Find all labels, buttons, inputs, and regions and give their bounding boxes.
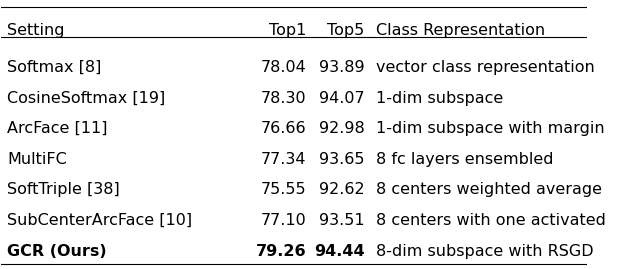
Text: CosineSoftmax [19]: CosineSoftmax [19] (7, 91, 166, 105)
Text: 94.44: 94.44 (314, 244, 365, 259)
Text: 77.10: 77.10 (260, 213, 306, 228)
Text: Class Representation: Class Representation (376, 23, 545, 38)
Text: ArcFace [11]: ArcFace [11] (7, 121, 108, 136)
Text: 1-dim subspace with margin: 1-dim subspace with margin (376, 121, 605, 136)
Text: 75.55: 75.55 (260, 182, 306, 197)
Text: 77.34: 77.34 (260, 152, 306, 167)
Text: SubCenterArcFace [10]: SubCenterArcFace [10] (7, 213, 193, 228)
Text: Top1: Top1 (269, 23, 306, 38)
Text: 76.66: 76.66 (260, 121, 306, 136)
Text: 93.65: 93.65 (319, 152, 365, 167)
Text: MultiFC: MultiFC (7, 152, 67, 167)
Text: GCR (Ours): GCR (Ours) (7, 244, 107, 259)
Text: 8 centers weighted average: 8 centers weighted average (376, 182, 602, 197)
Text: Softmax [8]: Softmax [8] (7, 60, 102, 75)
Text: 78.04: 78.04 (260, 60, 306, 75)
Text: SoftTriple [38]: SoftTriple [38] (7, 182, 120, 197)
Text: 8-dim subspace with RSGD: 8-dim subspace with RSGD (376, 244, 594, 259)
Text: 8 centers with one activated: 8 centers with one activated (376, 213, 606, 228)
Text: 78.30: 78.30 (260, 91, 306, 105)
Text: Top5: Top5 (328, 23, 365, 38)
Text: 92.62: 92.62 (319, 182, 365, 197)
Text: 1-dim subspace: 1-dim subspace (376, 91, 504, 105)
Text: 93.51: 93.51 (319, 213, 365, 228)
Text: 8 fc layers ensembled: 8 fc layers ensembled (376, 152, 554, 167)
Text: 93.89: 93.89 (319, 60, 365, 75)
Text: vector class representation: vector class representation (376, 60, 595, 75)
Text: 92.98: 92.98 (319, 121, 365, 136)
Text: Setting: Setting (7, 23, 65, 38)
Text: 94.07: 94.07 (319, 91, 365, 105)
Text: 79.26: 79.26 (255, 244, 306, 259)
